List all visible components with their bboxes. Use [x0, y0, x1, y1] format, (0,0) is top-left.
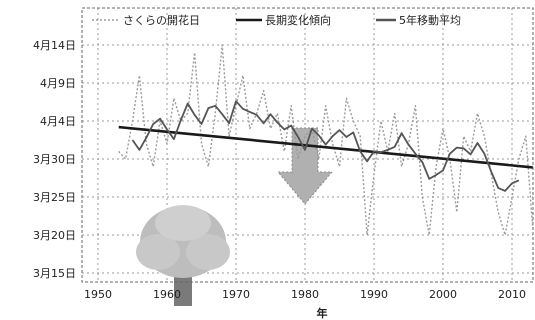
- x-tick-label: 1990: [360, 288, 388, 301]
- y-tick-label: 3月20日: [33, 229, 76, 242]
- legend-label: さくらの開花日: [123, 14, 200, 27]
- y-tick-label: 3月25日: [33, 191, 76, 204]
- y-tick-label: 4月14日: [33, 39, 76, 52]
- x-tick-label: 2010: [498, 288, 526, 301]
- y-tick-label: 4月9日: [40, 77, 76, 90]
- legend-label: 長期変化傾向: [265, 13, 331, 27]
- y-tick-label: 3月15日: [33, 267, 76, 280]
- x-tick-label: 1950: [84, 288, 112, 301]
- series-line-3: [131, 100, 520, 192]
- x-tick-label: 1960: [153, 288, 181, 301]
- y-tick-label: 4月4日: [40, 115, 76, 128]
- decor-layer: [136, 127, 334, 306]
- axes-layer: 3月15日 3月20日 3月25日 3月30日 4月4日 4月9日 4月14日 1950 196…: [33, 7, 534, 301]
- x-tick-label: 1970: [222, 288, 250, 301]
- legend-label: 5年移動平均: [399, 13, 461, 27]
- y-tick-label: 3月30日: [33, 153, 76, 166]
- x-axis-label: 年: [317, 306, 328, 320]
- x-tick-label: 1980: [291, 288, 319, 301]
- series-line-2: [118, 125, 533, 169]
- legend: さくらの開花日 長期変化傾向 5年移動平均: [92, 13, 461, 27]
- plot-frame: [81, 7, 534, 283]
- series-line-1: [118, 44, 534, 236]
- series-layer: [118, 44, 534, 236]
- cherry-tree-decoration: [136, 205, 230, 306]
- x-tick-label: 2000: [429, 288, 457, 301]
